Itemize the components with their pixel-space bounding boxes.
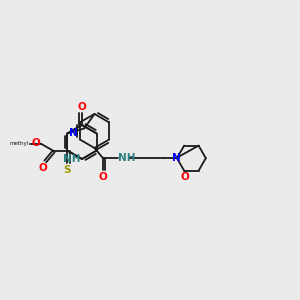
Text: O: O <box>31 138 40 148</box>
Text: O: O <box>39 163 48 173</box>
Text: NH: NH <box>118 153 136 163</box>
Text: N: N <box>172 153 181 163</box>
Text: O: O <box>78 102 86 112</box>
Text: N: N <box>69 128 78 139</box>
Text: O: O <box>99 172 107 182</box>
Text: methyl: methyl <box>10 141 29 146</box>
Text: S: S <box>64 165 71 175</box>
Text: NH: NH <box>62 154 80 164</box>
Text: O: O <box>181 172 190 182</box>
